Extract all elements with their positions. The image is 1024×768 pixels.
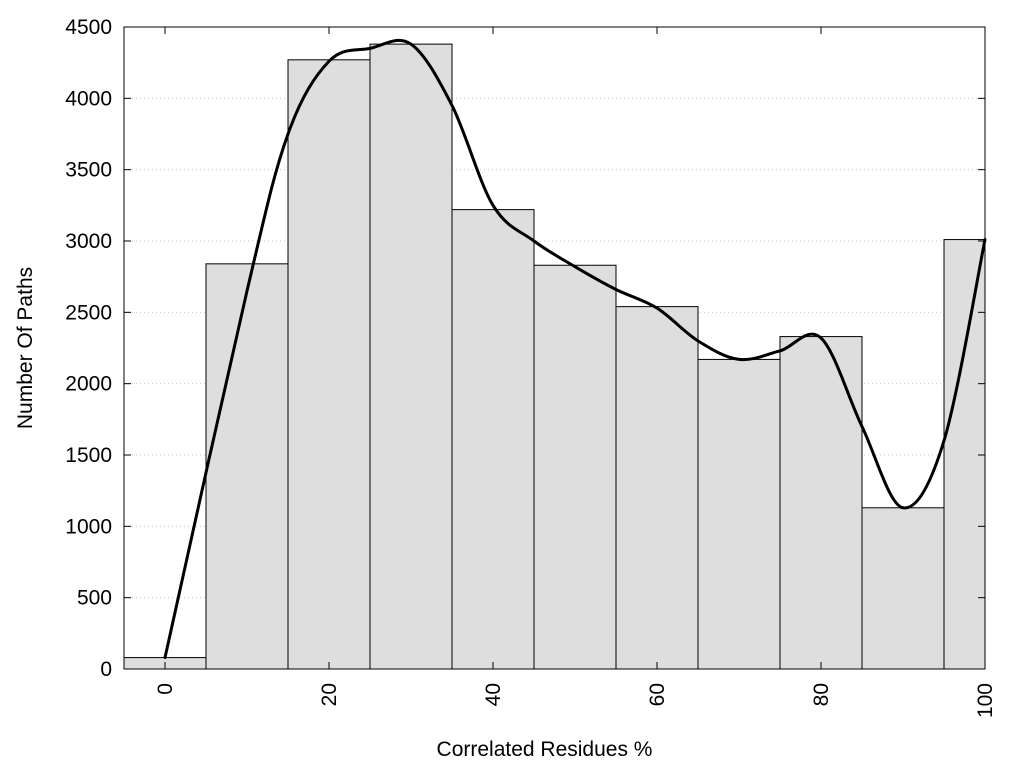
histogram-bar bbox=[943, 239, 986, 670]
y-axis-ticks: 0 500 1000 1500 2000 2500 3000 3500 4000 4500 bbox=[65, 16, 985, 681]
density-curve bbox=[163, 38, 987, 660]
y-tick-label: 3500 bbox=[65, 159, 112, 182]
y-axis-title: Number Of Paths bbox=[14, 267, 37, 429]
histogram-bar bbox=[205, 263, 289, 670]
x-tick-label: 0 bbox=[154, 683, 177, 695]
x-tick-label: 100 bbox=[974, 683, 997, 718]
histogram-bar bbox=[533, 264, 617, 670]
histogram-bar bbox=[451, 209, 535, 670]
x-tick-label: 20 bbox=[318, 683, 341, 706]
density-curve-group bbox=[163, 38, 987, 660]
plot-frame bbox=[123, 26, 986, 670]
y-tick-label: 1000 bbox=[65, 515, 112, 538]
histogram-bar bbox=[369, 43, 453, 670]
x-axis-title: Correlated Residues % bbox=[437, 738, 653, 761]
histogram-bar bbox=[861, 507, 945, 670]
histogram-bar bbox=[615, 306, 699, 670]
x-tick-label: 60 bbox=[646, 683, 669, 706]
histogram-bar bbox=[287, 59, 371, 670]
y-tick-label: 2500 bbox=[65, 301, 112, 324]
y-tick-label: 4500 bbox=[65, 16, 112, 39]
y-tick-label: 1500 bbox=[65, 444, 112, 467]
x-axis-ticks: 0 20 40 60 80 100 bbox=[154, 27, 997, 718]
x-tick-label: 80 bbox=[810, 683, 833, 706]
histogram-bar bbox=[697, 358, 781, 670]
y-tick-label: 0 bbox=[100, 658, 112, 681]
y-tick-label: 500 bbox=[77, 587, 112, 610]
y-tick-label: 3000 bbox=[65, 230, 112, 253]
x-tick-label: 40 bbox=[482, 683, 505, 706]
bars-group bbox=[123, 43, 986, 670]
y-tick-label: 2000 bbox=[65, 373, 112, 396]
histogram-bar bbox=[779, 336, 863, 670]
y-tick-label: 4000 bbox=[65, 87, 112, 110]
